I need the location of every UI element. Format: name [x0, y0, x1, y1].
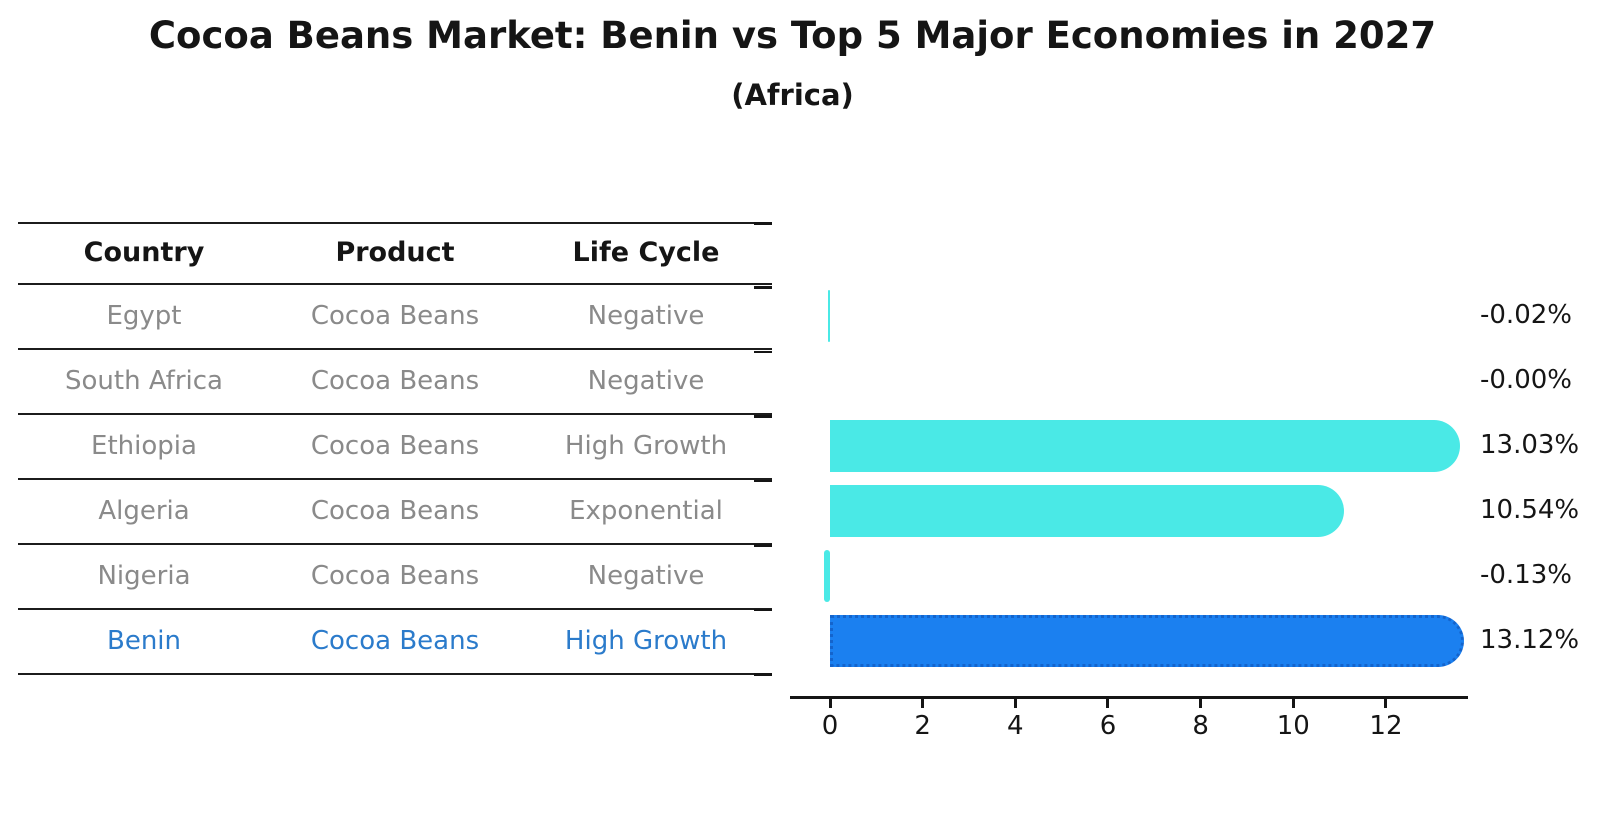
bar-benin [830, 614, 1464, 667]
cell-country: Benin [106, 625, 181, 656]
cell-country: Algeria [98, 495, 190, 526]
x-axis-tick-label: 0 [821, 711, 839, 741]
table-row-ethiopia: Ethiopia Cocoa Beans High Growth [18, 413, 772, 478]
chart-title: Cocoa Beans Market: Benin vs Top 5 Major… [148, 14, 1437, 57]
bar-value-label-egypt: -0.02% [1480, 300, 1572, 330]
cell-product: Cocoa Beans [310, 365, 480, 396]
cell-lifecycle: Negative [587, 300, 705, 331]
x-axis-tick [828, 696, 832, 708]
cell-lifecycle: High Growth [564, 430, 728, 461]
cell-product: Cocoa Beans [310, 495, 480, 526]
bar-egypt [828, 289, 830, 342]
x-axis-tick [1291, 696, 1295, 708]
x-axis-tick-label: 8 [1192, 711, 1209, 741]
cell-lifecycle: Exponential [569, 495, 723, 526]
chart-subtitle: (Africa) [731, 78, 854, 112]
cell-product: Cocoa Beans [310, 300, 480, 331]
y-axis-tick [754, 544, 772, 547]
bar-value-label-ethiopia: 13.03% [1480, 430, 1580, 460]
y-axis-tick [754, 286, 772, 289]
x-axis-tick-label: 2 [914, 711, 931, 741]
x-axis-tick-label: 4 [1007, 711, 1024, 741]
bar-value-label-benin: 13.12% [1480, 625, 1580, 655]
table-row-egypt: Egypt Cocoa Beans Negative [18, 283, 772, 348]
x-axis-tick [921, 696, 925, 708]
x-axis-tick [1384, 696, 1388, 708]
x-axis-tick [1199, 696, 1203, 708]
table-border [18, 478, 772, 480]
table-border [18, 222, 772, 224]
bar-value-label-nigeria: -0.13% [1480, 560, 1572, 590]
bar-algeria [830, 484, 1345, 537]
x-axis-line [790, 696, 1468, 699]
cell-product: Cocoa Beans [310, 560, 480, 591]
bar-nigeria [823, 549, 830, 602]
table-row-nigeria: Nigeria Cocoa Beans Negative [18, 543, 772, 608]
table-border [18, 673, 772, 675]
x-axis-tick-label: 12 [1369, 711, 1403, 741]
cell-lifecycle: High Growth [564, 625, 728, 656]
x-axis-tick-label: 10 [1276, 711, 1310, 741]
y-axis-tick [754, 673, 772, 676]
table-border [18, 608, 772, 610]
cell-country: Nigeria [97, 560, 191, 591]
bar-ethiopia [830, 419, 1460, 472]
cell-country: Ethiopia [91, 430, 197, 461]
table-border [18, 348, 772, 350]
column-header-country: Country [83, 237, 205, 268]
table-row-algeria: Algeria Cocoa Beans Exponential [18, 478, 772, 543]
x-axis-tick [1013, 696, 1017, 708]
table-row-benin: Benin Cocoa Beans High Growth [18, 608, 772, 673]
cell-product: Cocoa Beans [310, 625, 480, 656]
table-border [18, 413, 772, 415]
table-header-row: Country Product Life Cycle [18, 222, 772, 283]
table-border [18, 283, 772, 285]
cell-lifecycle: Negative [587, 365, 705, 396]
y-axis-tick [754, 415, 772, 418]
table-border [18, 543, 772, 545]
table-row-south-africa: South Africa Cocoa Beans Negative [18, 348, 772, 413]
cell-product: Cocoa Beans [310, 430, 480, 461]
cell-lifecycle: Negative [587, 560, 705, 591]
x-axis-tick [1106, 696, 1110, 708]
column-header-lifecycle: Life Cycle [572, 237, 720, 268]
y-axis-tick [754, 222, 772, 225]
y-axis-tick [754, 608, 772, 612]
bar-value-label-algeria: 10.54% [1480, 495, 1580, 525]
y-axis-tick [754, 479, 772, 483]
y-axis-tick [754, 350, 772, 354]
bar-value-label-south-africa: -0.00% [1480, 365, 1572, 395]
cell-country: South Africa [65, 365, 223, 396]
x-axis-tick-label: 6 [1099, 711, 1117, 741]
column-header-product: Product [335, 237, 455, 268]
cell-country: Egypt [106, 300, 182, 331]
